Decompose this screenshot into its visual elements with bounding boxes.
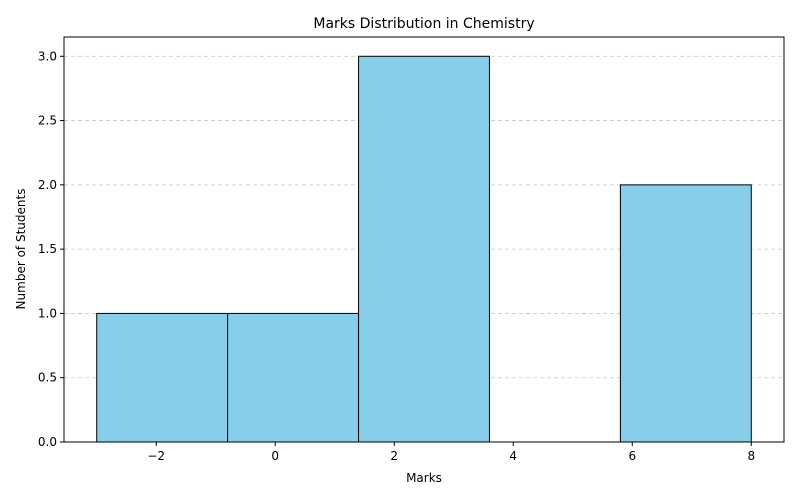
y-tick-label: 0.5 [38,371,57,385]
axes-layer [63,36,785,443]
histogram-bar [358,55,490,443]
histogram-bar [227,312,360,443]
x-tick-label: 4 [509,449,517,463]
x-tick-label: −2 [147,449,165,463]
x-tick-label: 2 [390,449,398,463]
x-tick-label: 6 [628,449,636,463]
chart-title: Marks Distribution in Chemistry [313,16,534,32]
y-tick-label: 1.0 [38,306,57,320]
y-tick-label: 3.0 [38,49,57,63]
y-axis-label: Number of Students [14,189,28,310]
x-tick-label: 0 [271,449,279,463]
y-tick-label: 0.0 [38,435,57,449]
x-axis-label: Marks [406,471,442,485]
y-tick-label: 2.5 [38,114,57,128]
x-tick-label: 8 [747,449,755,463]
bars-layer [96,55,752,443]
plot-frame [63,36,785,443]
histogram-bar [96,312,229,443]
histogram-bar [619,184,752,443]
y-tick-label: 2.0 [38,178,57,192]
ticks-layer: −2 0 2 4 6 8 0.0 0.5 1.0 1.5 2.0 2.5 3.0 [38,49,755,463]
y-tick-label: 1.5 [38,242,57,256]
